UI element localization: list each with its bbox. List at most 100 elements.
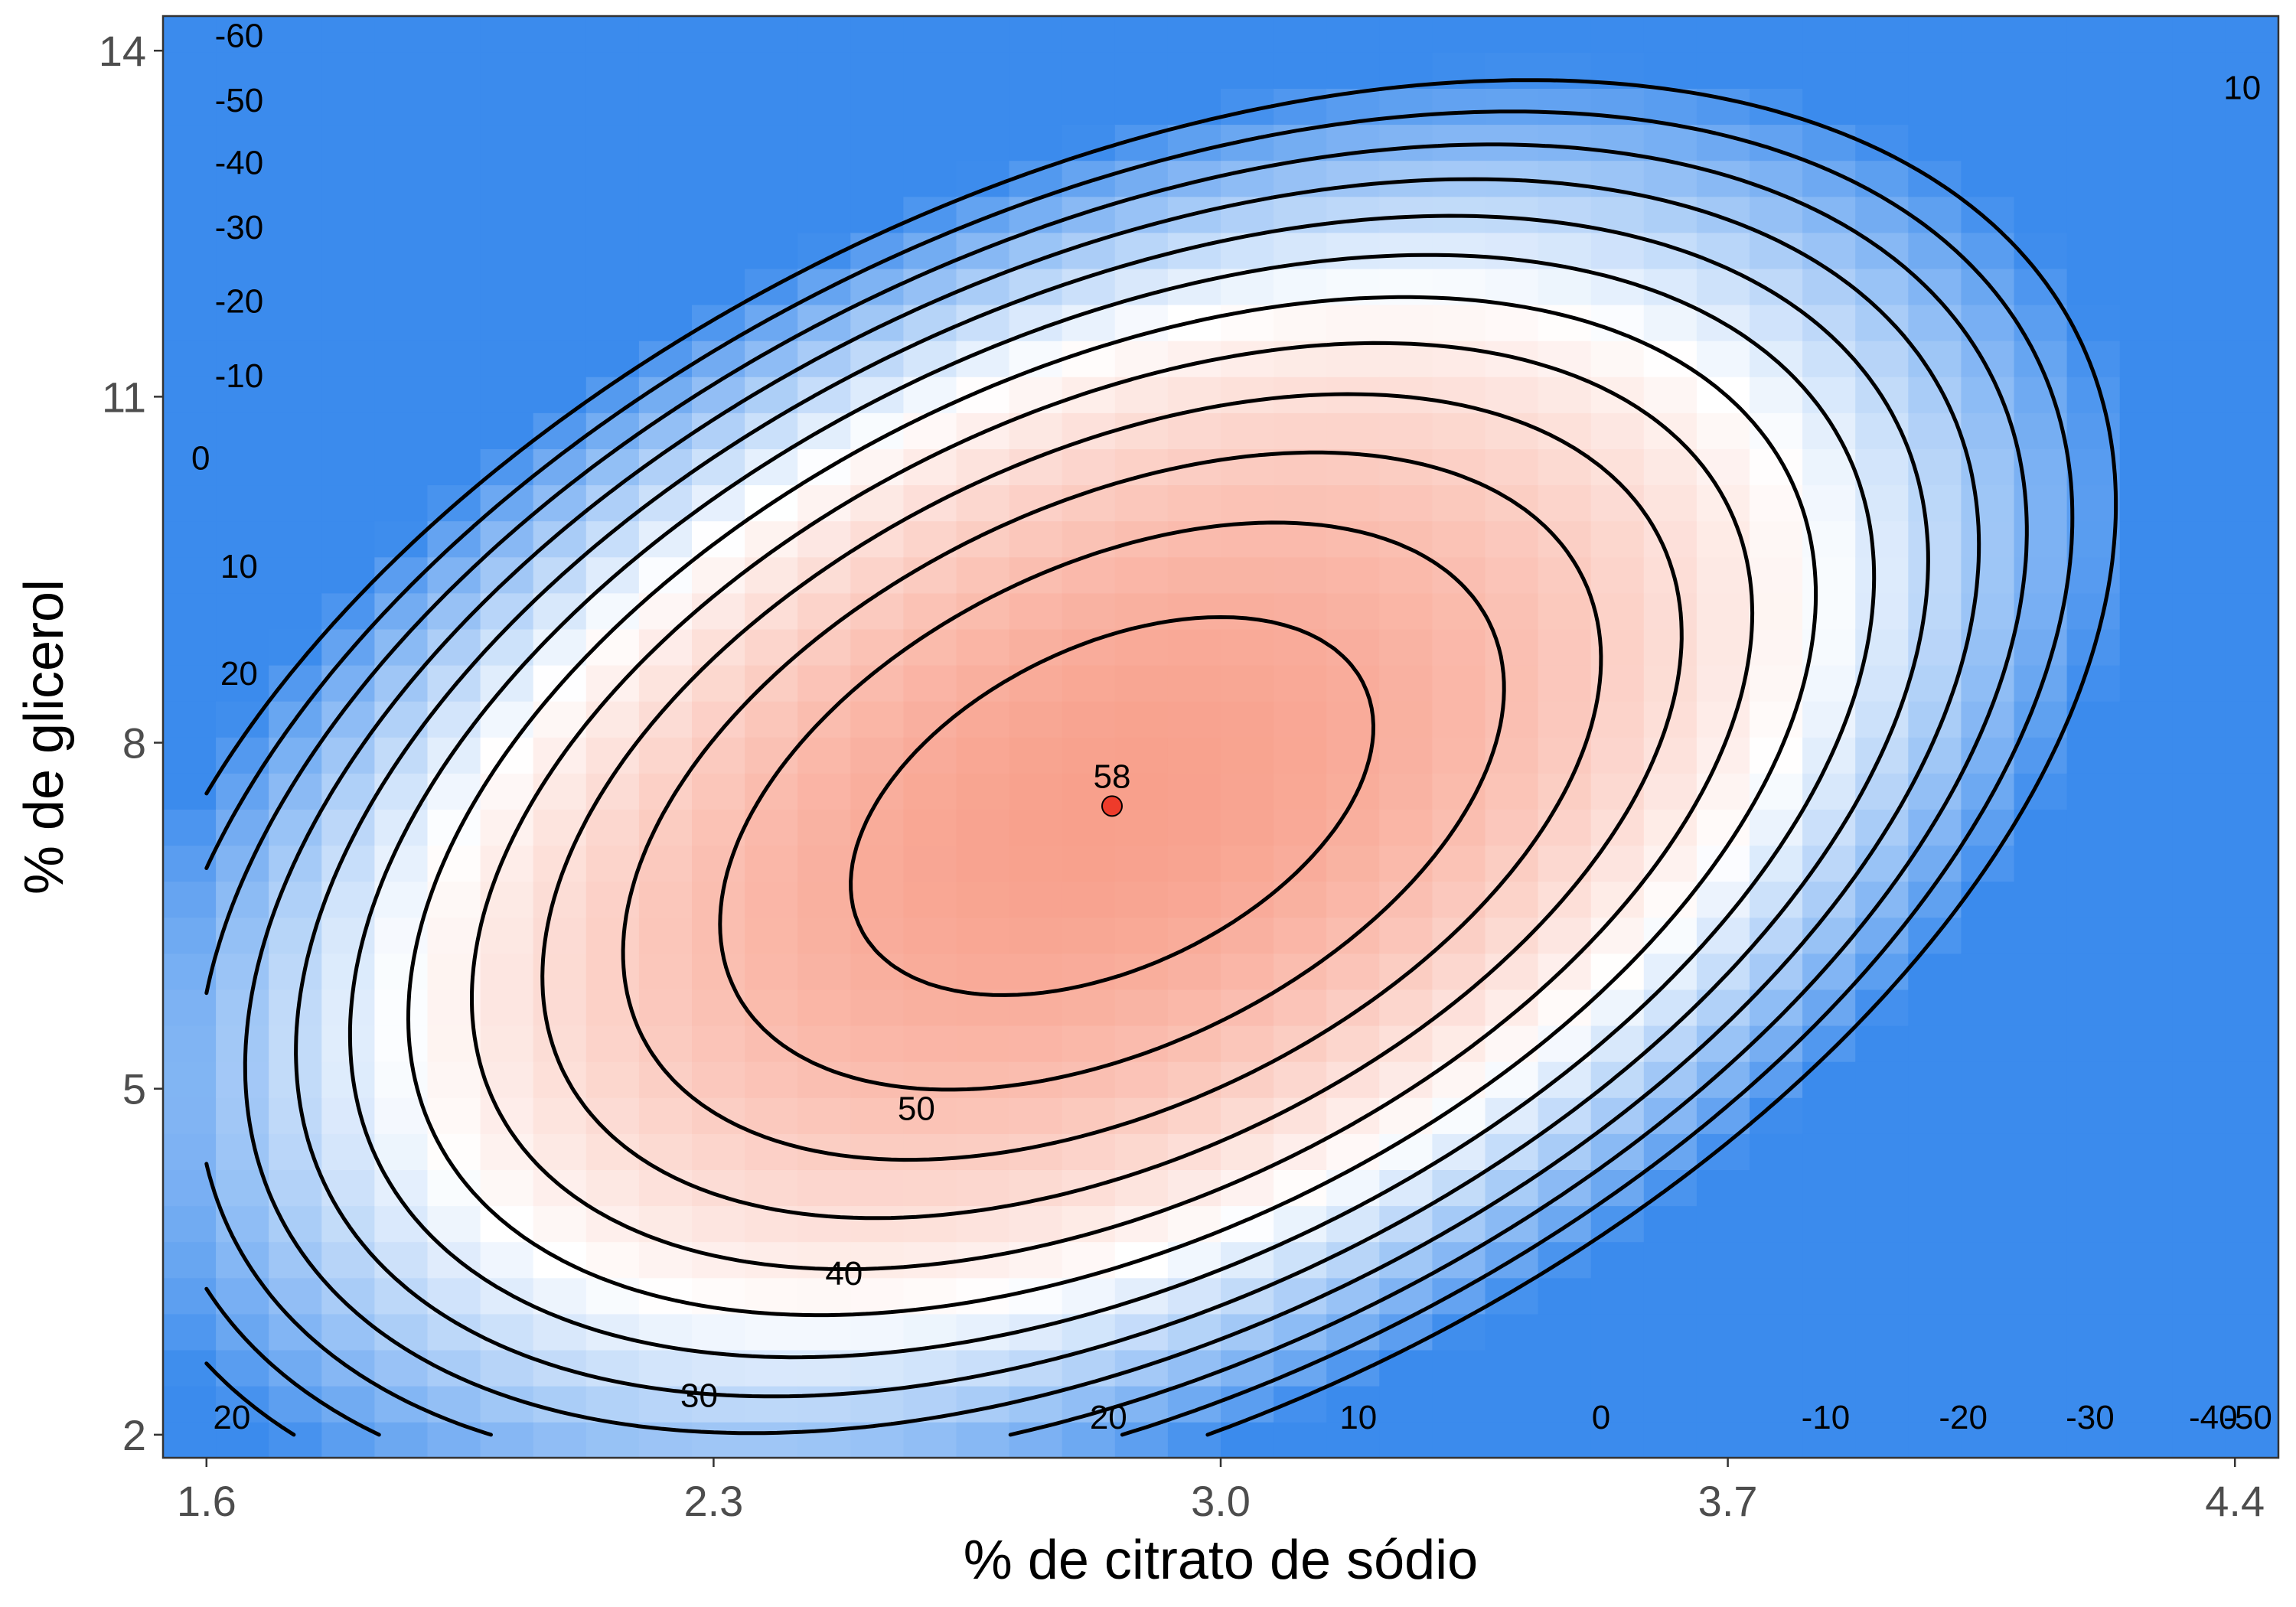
surface-tile [1221, 376, 1274, 413]
surface-tile [1696, 1385, 1750, 1423]
surface-tile [321, 16, 376, 53]
surface-tile [1326, 556, 1381, 594]
surface-tile [216, 1421, 269, 1458]
optimum-label: 58 [1094, 758, 1131, 795]
surface-tile [2014, 881, 2068, 918]
surface-tile [2225, 1205, 2278, 1243]
surface-tile [2014, 989, 2068, 1026]
surface-tile [1590, 737, 1645, 774]
surface-tile [533, 1277, 587, 1315]
surface-tile [1855, 1205, 1910, 1243]
surface-tile [797, 953, 852, 990]
surface-tile [1274, 953, 1327, 990]
surface-tile [480, 448, 534, 486]
surface-tile [1643, 845, 1698, 882]
surface-tile [1379, 1241, 1433, 1279]
surface-tile [216, 376, 269, 413]
surface-tile [216, 448, 269, 486]
surface-tile [533, 773, 587, 810]
surface-tile [1908, 484, 1962, 522]
surface-tile [1696, 1313, 1750, 1351]
surface-tile [1750, 592, 1803, 630]
surface-tile [163, 304, 217, 341]
surface-tile [2225, 809, 2278, 846]
surface-tile [1062, 845, 1116, 882]
surface-tile [638, 809, 693, 846]
surface-tile [745, 881, 798, 918]
surface-tile [692, 1133, 745, 1170]
surface-tile [850, 124, 905, 161]
surface-tile [903, 664, 957, 702]
surface-tile [2225, 1133, 2278, 1170]
surface-tile [2172, 556, 2226, 594]
surface-tile [1961, 989, 2015, 1026]
surface-tile [1379, 304, 1433, 341]
surface-tile [1908, 1169, 1962, 1207]
surface-tile [1538, 809, 1592, 846]
surface-tile [374, 953, 429, 990]
surface-tile [797, 196, 852, 233]
surface-tile [1274, 700, 1327, 738]
surface-tile [1379, 737, 1433, 774]
surface-tile [638, 737, 693, 774]
surface-tile [585, 845, 640, 882]
surface-tile [1538, 16, 1592, 53]
surface-tile [2119, 556, 2174, 594]
surface-tile [533, 304, 587, 341]
surface-tile [1750, 412, 1803, 449]
surface-tile [1485, 664, 1539, 702]
surface-tile [1961, 1241, 2015, 1279]
surface-tile [1590, 16, 1645, 53]
surface-tile [2172, 1061, 2226, 1098]
surface-tile [692, 881, 745, 918]
surface-tile [480, 52, 534, 89]
surface-tile [2225, 953, 2278, 990]
surface-tile [374, 484, 429, 522]
surface-tile [321, 520, 376, 558]
surface-tile [1538, 664, 1592, 702]
surface-tile [1908, 1097, 1962, 1134]
surface-tile [1750, 917, 1803, 954]
surface-tile [903, 809, 957, 846]
surface-tile [638, 196, 693, 233]
surface-tile [480, 917, 534, 954]
surface-tile [1908, 340, 1962, 377]
surface-tile [903, 1241, 957, 1279]
surface-tile [1750, 1385, 1803, 1423]
surface-tile [216, 304, 269, 341]
surface-tile [2066, 953, 2121, 990]
surface-tile [1696, 412, 1750, 449]
surface-tile [2119, 88, 2174, 125]
surface-tile [321, 412, 376, 449]
surface-tile [163, 1025, 217, 1062]
surface-tile [1379, 1205, 1433, 1243]
surface-tile [2172, 52, 2226, 89]
surface-tile [321, 160, 376, 197]
surface-tile [1802, 592, 1856, 630]
surface-tile [1009, 16, 1063, 53]
surface-tile [1062, 520, 1116, 558]
surface-tile [2172, 160, 2226, 197]
surface-tile [216, 1205, 269, 1243]
surface-tile [2225, 16, 2278, 53]
optimum-marker [1101, 795, 1123, 817]
surface-tile [2066, 773, 2121, 810]
surface-tile [2066, 52, 2121, 89]
surface-tile [585, 809, 640, 846]
surface-tile [2225, 196, 2278, 233]
surface-tile [1802, 1097, 1856, 1134]
surface-tile [797, 592, 852, 630]
surface-tile [2225, 520, 2278, 558]
surface-tile [1326, 232, 1381, 269]
surface-tile [2014, 232, 2068, 269]
surface-tile [1696, 592, 1750, 630]
surface-tile [1274, 484, 1327, 522]
surface-tile [585, 1097, 640, 1134]
surface-tile [1696, 196, 1750, 233]
surface-tile [1379, 773, 1433, 810]
surface-tile [903, 268, 957, 305]
surface-tile [1326, 304, 1381, 341]
surface-tile [374, 412, 429, 449]
surface-tile [1432, 412, 1486, 449]
surface-tile [850, 484, 905, 522]
